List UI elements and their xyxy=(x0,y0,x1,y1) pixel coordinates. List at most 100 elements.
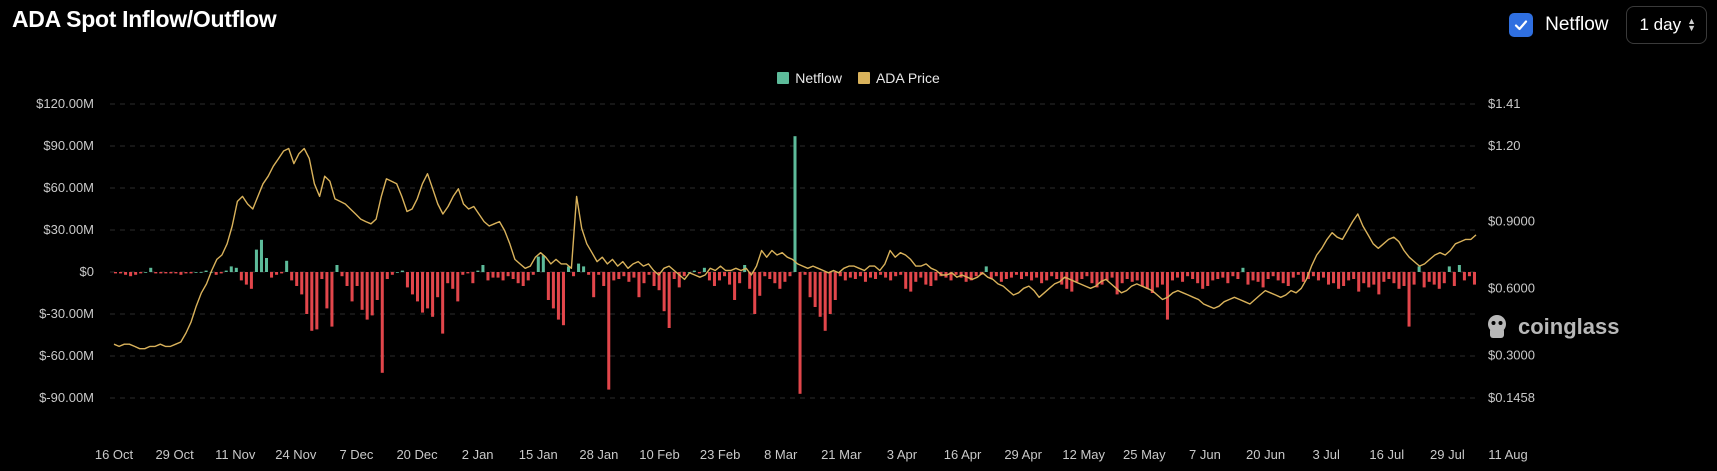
netflow-bar xyxy=(1377,272,1381,295)
netflow-bar xyxy=(753,272,757,314)
netflow-bar xyxy=(733,272,737,300)
netflow-bar xyxy=(199,272,203,273)
netflow-bar xyxy=(1432,272,1436,285)
y-left-tick-label: $-30.00M xyxy=(39,306,94,321)
netflow-bar xyxy=(662,272,666,312)
netflow-bar xyxy=(994,272,998,277)
netflow-bar xyxy=(1140,272,1144,286)
netflow-bar xyxy=(114,272,118,274)
netflow-bar xyxy=(647,272,651,275)
netflow-bar xyxy=(1367,272,1371,288)
netflow-bar xyxy=(305,272,309,314)
netflow-bar xyxy=(395,272,399,273)
x-tick-label: 15 Jan xyxy=(519,447,558,462)
y-left-tick-label: $0 xyxy=(80,264,94,279)
netflow-bar xyxy=(954,272,958,275)
netflow-bar xyxy=(702,267,706,272)
netflow-bar xyxy=(813,272,817,307)
netflow-bar xyxy=(858,272,862,277)
x-tick-label: 21 Mar xyxy=(821,447,862,462)
interval-select[interactable]: 1 day ▲ ▼ xyxy=(1626,6,1707,44)
netflow-bar xyxy=(335,265,339,272)
netflow-bar xyxy=(1246,272,1250,285)
y-right-tick-label: $0.9000 xyxy=(1488,214,1535,229)
netflow-bar xyxy=(642,272,646,284)
x-tick-label: 11 Aug xyxy=(1488,447,1528,462)
x-tick-label: 11 Nov xyxy=(215,447,256,462)
netflow-bar xyxy=(315,272,319,330)
netflow-bar xyxy=(466,272,470,274)
netflow-bar xyxy=(400,270,404,272)
netflow-bar xyxy=(194,272,198,273)
netflow-bar xyxy=(471,272,475,284)
netflow-bar xyxy=(984,266,988,272)
netflow-bar xyxy=(461,272,465,275)
netflow-bar xyxy=(582,266,586,272)
x-tick-label: 20 Dec xyxy=(396,447,438,462)
netflow-bar xyxy=(134,272,138,275)
netflow-bar xyxy=(1251,272,1255,281)
legend-item-ada-price[interactable]: ADA Price xyxy=(857,70,940,86)
netflow-bar xyxy=(1281,272,1285,284)
netflow-bar xyxy=(405,272,409,288)
y-right-tick-label: $1.20 xyxy=(1488,138,1521,153)
netflow-bar xyxy=(989,272,993,279)
netflow-bar xyxy=(1110,272,1114,278)
netflow-bar xyxy=(1427,272,1431,282)
y-left-tick-label: $90.00M xyxy=(43,138,94,153)
netflow-bar xyxy=(1206,272,1210,286)
netflow-bar xyxy=(1095,272,1099,288)
netflow-bar xyxy=(566,266,571,272)
netflow-bar xyxy=(516,272,520,284)
netflow-bar xyxy=(330,272,334,327)
netflow-bar xyxy=(1055,272,1059,279)
netflow-bar xyxy=(1236,272,1240,279)
netflow-bar xyxy=(1402,272,1406,286)
netflow-bar xyxy=(244,272,248,285)
netflow-bar xyxy=(224,270,228,272)
legend-item-netflow[interactable]: Netflow xyxy=(777,70,842,86)
netflow-bar xyxy=(1226,272,1230,284)
netflow-bar xyxy=(486,272,490,281)
netflow-bar xyxy=(597,272,601,275)
netflow-bar xyxy=(360,272,364,310)
netflow-bar xyxy=(1327,272,1331,285)
netflow-bar xyxy=(1412,272,1416,285)
netflow-bar xyxy=(728,272,732,285)
netflow-bar xyxy=(1362,272,1366,284)
netflow-bar xyxy=(803,272,807,275)
netflow-bar xyxy=(561,272,565,326)
netflow-bar xyxy=(1030,272,1034,281)
netflow-bar xyxy=(259,239,263,272)
netflow-bar xyxy=(1201,272,1205,289)
netflow-bar xyxy=(1065,272,1069,289)
netflow-bar xyxy=(124,272,128,275)
netflow-checkbox-label[interactable]: Netflow xyxy=(1545,14,1609,35)
netflow-bar xyxy=(697,272,701,274)
netflow-checkbox[interactable] xyxy=(1509,13,1534,37)
netflow-bar xyxy=(345,272,349,286)
check-icon xyxy=(1515,20,1528,31)
netflow-bar xyxy=(385,272,389,279)
legend-swatch-netflow xyxy=(777,72,790,84)
netflow-bar xyxy=(1085,272,1089,277)
x-tick-label: 7 Dec xyxy=(339,447,373,462)
netflow-bar xyxy=(295,272,299,286)
netflow-bar xyxy=(451,272,455,289)
netflow-bar xyxy=(672,272,676,279)
netflow-bar xyxy=(798,272,802,394)
netflow-bar xyxy=(763,272,767,277)
netflow-bar xyxy=(506,272,510,277)
y-left-tick-label: $60.00M xyxy=(43,180,94,195)
netflow-bar xyxy=(290,272,294,281)
netflow-bar xyxy=(149,267,153,272)
netflow-bar xyxy=(536,256,540,272)
netflow-bar xyxy=(1296,272,1300,275)
x-tick-label: 2 Jan xyxy=(462,447,494,462)
netflow-bar xyxy=(1014,272,1018,275)
netflow-bar xyxy=(390,272,394,275)
netflow-bar xyxy=(657,272,661,291)
netflow-bar xyxy=(139,272,143,274)
x-tick-label: 16 Oct xyxy=(95,447,134,462)
